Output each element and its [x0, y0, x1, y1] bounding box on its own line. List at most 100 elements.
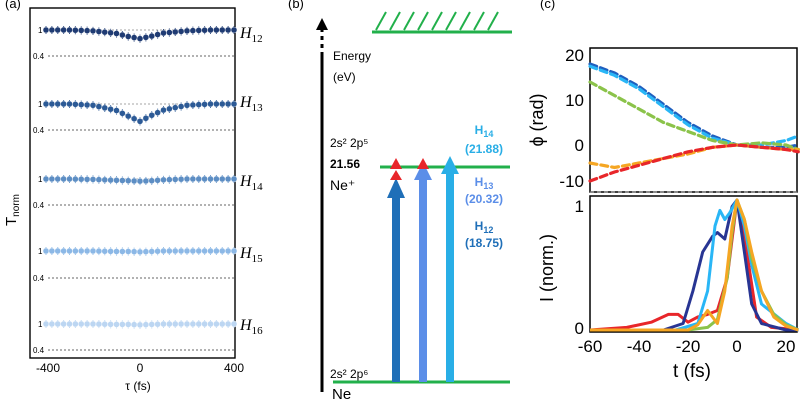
data-point: [42, 320, 50, 328]
harmonic-energy-h13: (20.32): [465, 192, 503, 206]
data-point: [166, 247, 173, 255]
data-point: [160, 29, 167, 37]
xtick-c-1: -40: [627, 337, 652, 356]
data-point: [113, 107, 120, 114]
xtick-c-3: 0: [732, 337, 741, 356]
data-point: [72, 320, 79, 328]
series-label-h16: H16: [239, 317, 263, 337]
data-point: [125, 248, 132, 255]
data-point: [130, 115, 138, 122]
data-point: [219, 175, 226, 183]
data-point: [95, 320, 103, 328]
data-point: [219, 100, 226, 108]
data-point: [78, 27, 85, 34]
intensity-curve-3: [590, 198, 799, 332]
intensity-curve-4: [590, 198, 799, 332]
tick-low: 0.4: [33, 52, 45, 61]
data-point: [119, 177, 126, 184]
data-point: [78, 247, 85, 255]
panel-c-xlabel: t (fs): [673, 361, 711, 382]
tick-one: 1: [38, 247, 43, 256]
data-point: [207, 247, 214, 255]
data-point: [195, 101, 202, 108]
ytick-bottom-1: 0: [575, 319, 584, 338]
lower-species: Ne: [332, 386, 351, 400]
data-point: [101, 104, 108, 112]
data-point: [183, 247, 191, 255]
intensity-lines: [589, 198, 800, 332]
panel-a-rows: 10.410.410.410.410.4: [33, 26, 238, 355]
data-point: [42, 175, 50, 183]
data-point: [224, 247, 232, 255]
data-point: [183, 102, 191, 109]
data-point: [54, 175, 61, 183]
panel-b-label: (b): [288, 0, 304, 11]
tick-one: 1: [38, 100, 43, 109]
data-point: [72, 175, 79, 183]
data-point: [142, 115, 150, 122]
data-point: [60, 320, 67, 328]
harmonic-labels: H14 (21.88) H13 (20.32) H12 (18.75): [465, 123, 503, 250]
row-h15: 10.4: [33, 247, 238, 283]
data-point: [142, 321, 150, 328]
panel-a-series-labels: H12 H13 H14 H15 H16: [239, 25, 263, 337]
data-point: [177, 103, 185, 110]
tick-one: 1: [38, 26, 43, 35]
svg-text:ϕ (rad): ϕ (rad): [527, 93, 547, 146]
data-point: [119, 31, 126, 39]
data-point: [177, 320, 185, 328]
data-point: [183, 27, 191, 35]
series-label-h12: H12: [239, 25, 263, 45]
data-point: [66, 175, 73, 183]
data-point: [107, 321, 114, 328]
data-point: [207, 100, 214, 108]
data-point: [213, 320, 220, 328]
transition-arrows: [387, 156, 459, 382]
data-point: [136, 177, 144, 185]
data-point: [136, 35, 144, 42]
data-point: [119, 321, 126, 328]
data-point: [89, 247, 97, 255]
energy-axis-arrow: [316, 18, 328, 30]
data-point: [219, 320, 226, 328]
data-point: [113, 321, 120, 328]
data-point: [83, 247, 91, 255]
red-arrow-1: [390, 158, 402, 169]
data-point: [60, 247, 67, 255]
panel-c-bottom-yticks: 1 0: [575, 197, 584, 338]
data-point: [54, 26, 61, 34]
row-h12: 10.4: [33, 26, 238, 61]
data-point: [48, 247, 56, 255]
data-point: [107, 105, 114, 113]
data-point: [230, 100, 238, 108]
data-point: [195, 175, 202, 183]
data-point: [201, 27, 208, 34]
upper-species: Ne⁺: [330, 177, 355, 193]
panel-b: (b) Energy (eV) 2s² 2p⁵ 21.56 Ne⁺ 2s² 2p…: [288, 0, 512, 400]
data-point: [83, 320, 91, 328]
series-label-h13: H13: [239, 94, 263, 114]
intensity-curve-1: [590, 198, 799, 332]
data-point: [54, 100, 61, 108]
data-point: [219, 26, 226, 34]
data-point: [54, 247, 61, 255]
data-point: [189, 320, 197, 328]
data-point: [95, 176, 103, 183]
panel-a-xlabel: τ (fs): [125, 379, 150, 393]
energy-label: Energy: [333, 49, 371, 63]
data-point: [113, 248, 120, 255]
data-point: [101, 321, 108, 328]
intensity-curve-0: [589, 198, 799, 332]
data-point: [160, 320, 167, 328]
panel-a-xtick-2: 400: [224, 361, 244, 375]
phase-lines: [588, 62, 800, 183]
data-point: [172, 320, 179, 328]
data-point: [83, 27, 91, 34]
data-point: [83, 101, 91, 109]
data-point: [195, 320, 202, 328]
data-point: [72, 101, 79, 108]
data-point: [219, 247, 226, 255]
data-point: [195, 27, 202, 34]
data-point: [189, 101, 197, 109]
data-point: [224, 100, 232, 108]
